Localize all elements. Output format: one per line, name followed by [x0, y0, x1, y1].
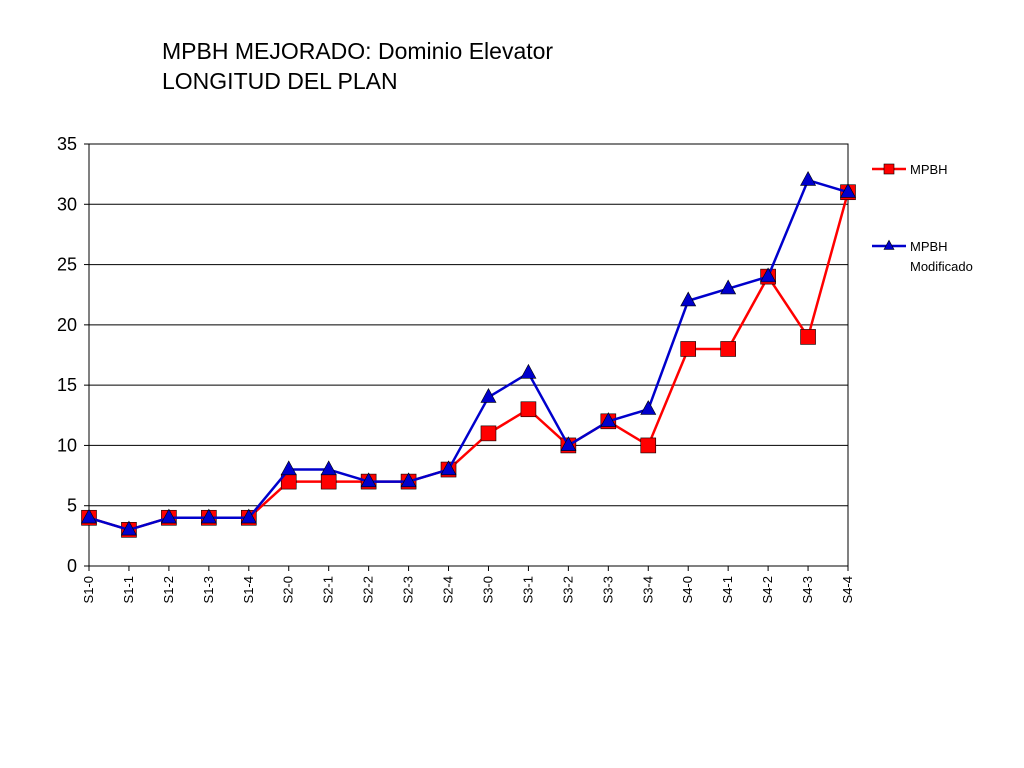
x-tick-label: S2-3: [401, 576, 416, 603]
data-point-mpbh-modificado: [120, 520, 137, 536]
x-tick-label: S3-2: [560, 576, 575, 603]
data-point-mpbh-modificado: [160, 508, 177, 524]
series-line-mpbh-modificado: [88, 178, 849, 532]
legend-label: MPBH: [910, 239, 948, 254]
y-tick-label: 0: [67, 556, 77, 576]
data-point-mpbh-modificado: [360, 472, 377, 488]
data-point-mpbh-modificado: [720, 279, 737, 295]
x-tick-label: S1-2: [161, 576, 176, 603]
series-layer: [80, 170, 857, 538]
chart-title-block: MPBH MEJORADO: Dominio Elevator LONGITUD…: [162, 36, 553, 96]
x-tick-label: S3-1: [520, 576, 535, 603]
data-point-mpbh: [680, 341, 697, 357]
x-axis-ticks: S1-0 S1-1 S1-2 S1-3 S1-4 S2-0 S2-1 S2-2 S2-3 S2-4…: [81, 566, 855, 603]
data-point-mpbh-modificado: [560, 436, 577, 451]
data-point-mpbh: [480, 425, 497, 442]
data-point-mpbh-modificado: [760, 267, 777, 283]
series-mpbh: [81, 184, 856, 538]
series-mpbh-modificado: [80, 170, 857, 536]
data-point-mpbh: [640, 437, 657, 454]
data-point-mpbh-modificado: [320, 460, 337, 476]
plot-frame: [88, 143, 849, 567]
y-tick-label: 15: [57, 375, 77, 395]
data-point-mpbh-modificado: [640, 400, 657, 415]
legend-marker: [883, 163, 895, 175]
data-point-mpbh-modificado: [80, 508, 98, 524]
data-point-mpbh-modificado: [520, 363, 537, 379]
data-point-mpbh: [320, 473, 337, 490]
y-tick-label: 25: [57, 255, 77, 275]
data-point-mpbh-modificado: [240, 508, 257, 524]
x-tick-label: S3-0: [480, 576, 495, 603]
x-tick-label: S2-1: [321, 576, 336, 603]
y-tick-label: 35: [57, 134, 77, 154]
data-point-mpbh-modificado: [839, 183, 857, 198]
legend-label: MPBH: [910, 162, 948, 177]
data-point-mpbh: [720, 341, 736, 357]
data-point-mpbh-modificado: [200, 508, 217, 524]
x-tick-label: S2-2: [361, 576, 376, 603]
data-point-mpbh: [520, 401, 537, 418]
legend-item-mpbh: MPBH: [872, 162, 948, 177]
axes: [88, 143, 849, 567]
y-tick-label: 10: [57, 435, 77, 455]
legend-label: Modificado: [910, 259, 973, 274]
data-point-mpbh-modificado: [600, 412, 617, 427]
x-tick-label: S4-2: [760, 576, 775, 603]
x-tick-label: S2-4: [441, 576, 456, 603]
data-point-mpbh-modificado: [480, 388, 497, 403]
data-point-mpbh-modificado: [280, 460, 297, 476]
legend: MPBH MPBH Modificado: [872, 162, 973, 274]
data-point-mpbh-modificado: [680, 291, 697, 307]
x-tick-label: S3-3: [600, 576, 615, 603]
x-tick-label: S4-3: [800, 576, 815, 603]
x-tick-label: S4-4: [840, 576, 855, 603]
x-tick-label: S1-3: [201, 576, 216, 603]
data-point-mpbh-modificado: [440, 460, 457, 476]
x-tick-label: S4-1: [720, 576, 735, 603]
x-tick-label: S4-0: [680, 576, 695, 603]
x-tick-label: S1-1: [121, 576, 136, 603]
chart-subtitle: LONGITUD DEL PLAN: [162, 68, 398, 94]
chart-title: MPBH MEJORADO: Dominio Elevator: [162, 38, 554, 64]
data-point-mpbh: [800, 329, 816, 345]
y-axis-ticks: 0 5 10 15 20 25 30 35: [57, 134, 89, 576]
legend-marker: [883, 239, 895, 250]
y-tick-label: 20: [57, 315, 77, 335]
x-tick-label: S3-4: [640, 576, 655, 603]
x-tick-label: S1-0: [81, 576, 96, 603]
x-tick-label: S1-4: [241, 576, 256, 603]
y-tick-label: 5: [67, 496, 77, 516]
legend-item-mpbh-modificado: MPBH Modificado: [872, 239, 973, 274]
x-tick-label: S2-0: [281, 576, 296, 603]
y-tick-label: 30: [57, 194, 77, 214]
data-point-mpbh-modificado: [800, 170, 817, 186]
data-point-mpbh-modificado: [400, 472, 417, 488]
series-line-mpbh: [88, 191, 850, 532]
